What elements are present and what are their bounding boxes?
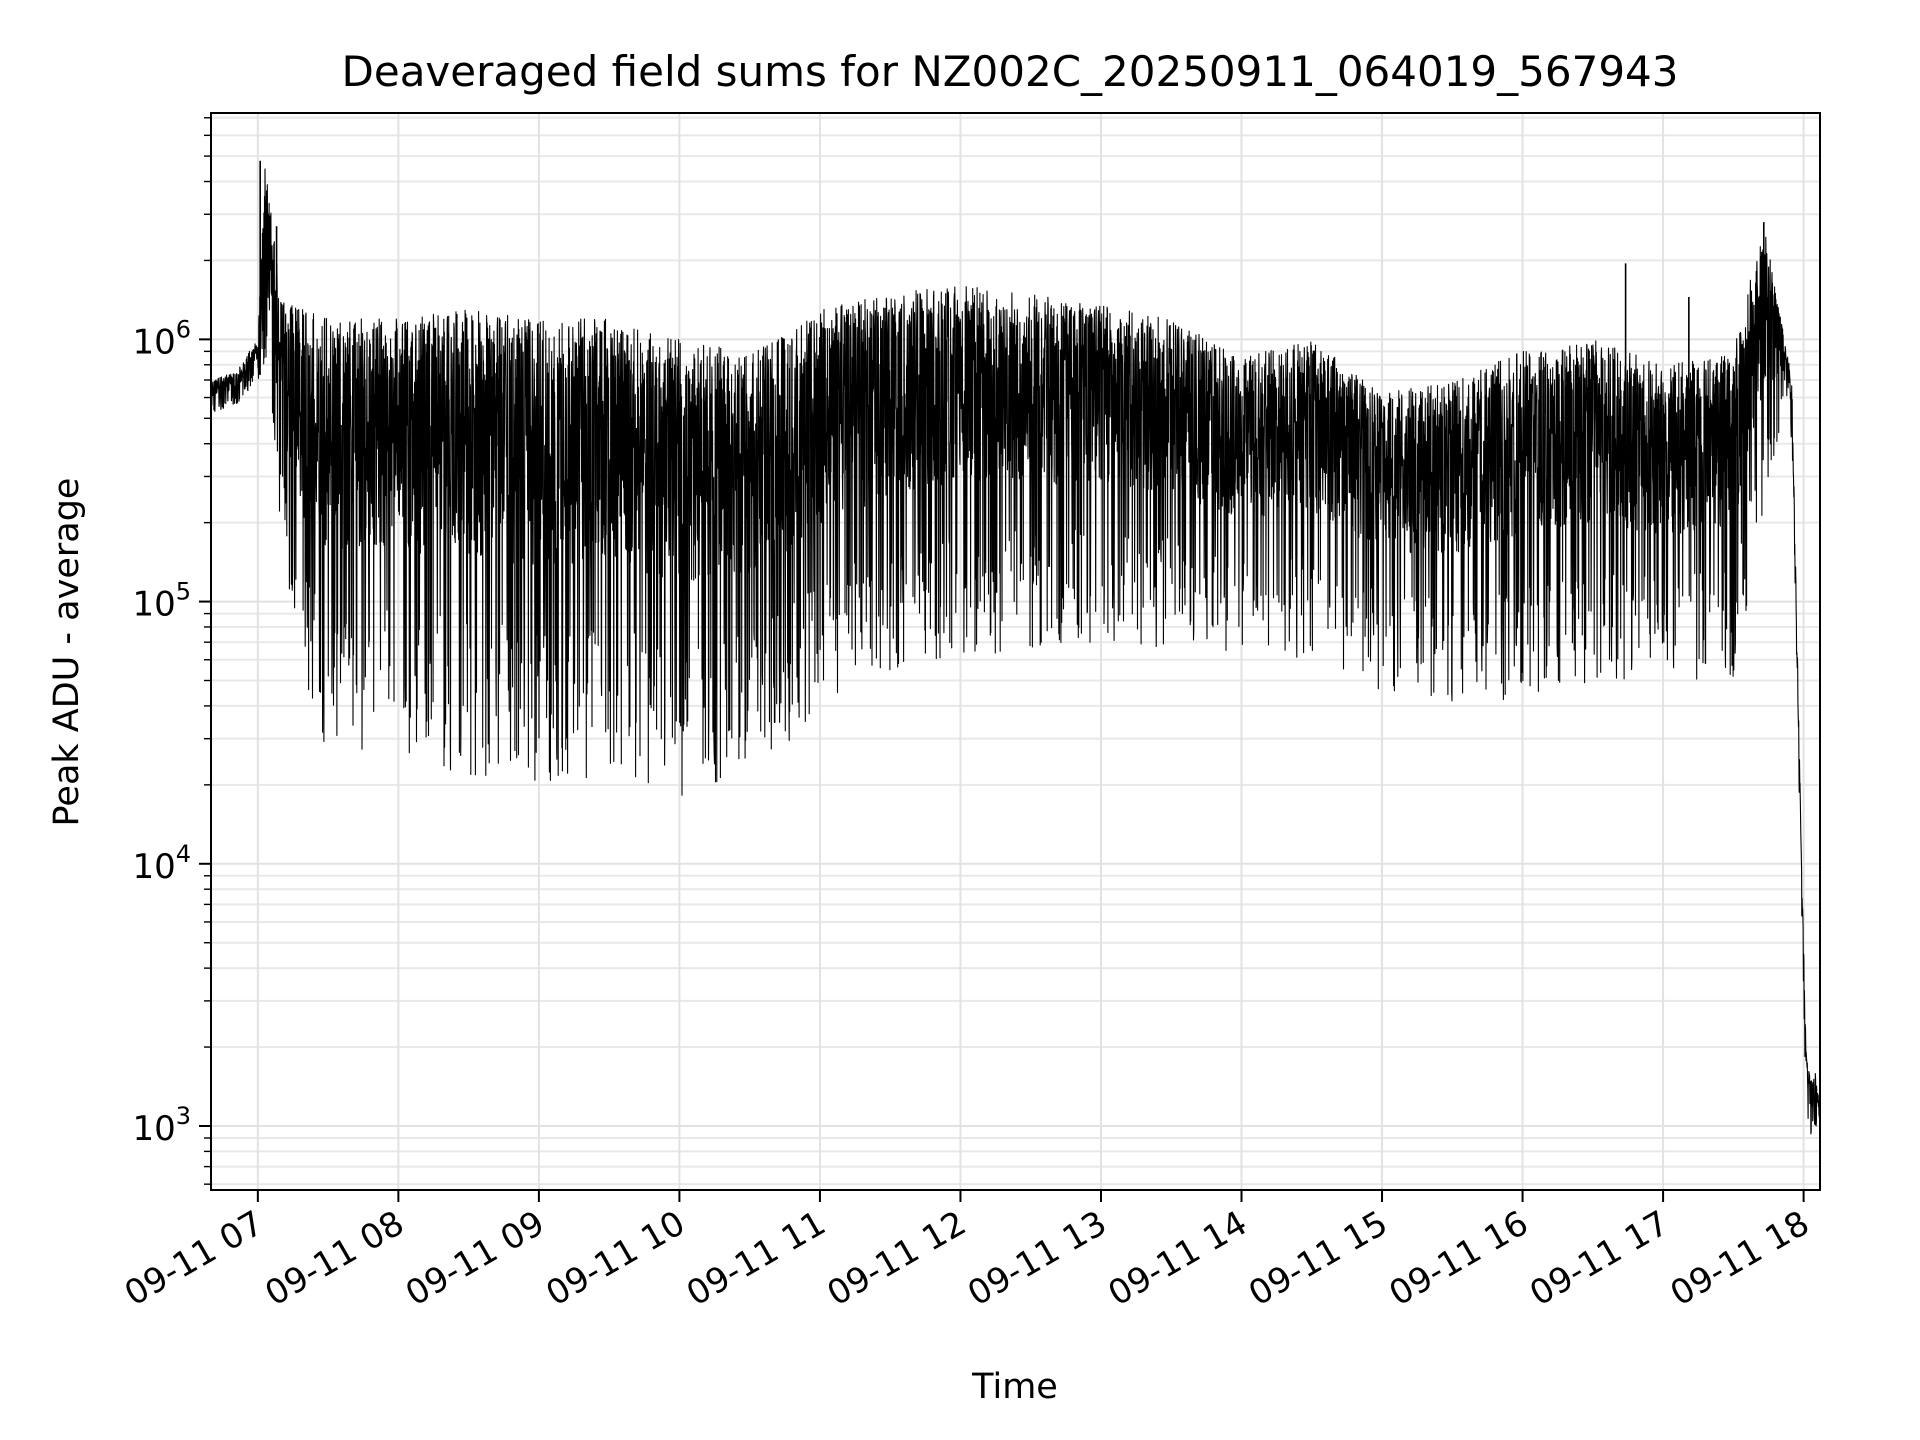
x-tick-label: 09-11 16	[1383, 1203, 1535, 1314]
x-tick-label: 09-11 18	[1664, 1203, 1816, 1314]
x-tick-label: 09-11 17	[1523, 1203, 1675, 1314]
plot-frame	[210, 112, 1821, 1191]
x-tick-label: 09-11 11	[680, 1203, 832, 1314]
x-tick-label: 09-11 15	[1242, 1203, 1394, 1314]
x-tick-label: 09-11 07	[118, 1203, 270, 1314]
series-line	[210, 168, 1821, 1135]
y-tick-label: 105	[132, 578, 191, 625]
x-tick-label: 09-11 10	[540, 1203, 692, 1314]
series-layer	[210, 160, 1821, 1135]
grid-layer	[211, 113, 1820, 1190]
x-axis-label: Time	[971, 1367, 1058, 1407]
y-tick-label: 104	[132, 840, 191, 887]
x-tick-label: 09-11 09	[399, 1203, 551, 1314]
x-tick-label: 09-11 14	[1102, 1203, 1254, 1314]
x-tick-label: 09-11 13	[961, 1203, 1113, 1314]
y-tick-label: 106	[132, 315, 191, 362]
y-tick-label: 103	[132, 1102, 191, 1149]
chart-title: Deaveraged field sums for NZ002C_2025091…	[342, 47, 1679, 96]
y-axis-label: Peak ADU - average	[47, 478, 87, 827]
x-tick-label: 09-11 12	[821, 1203, 973, 1314]
x-tick-label: 09-11 08	[258, 1203, 410, 1314]
